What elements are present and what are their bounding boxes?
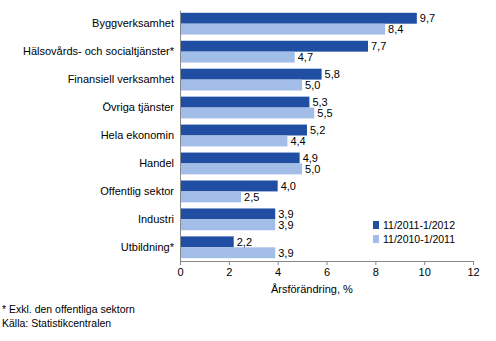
bar [180, 136, 287, 147]
tick: Industri [138, 213, 180, 225]
tick-mark [229, 261, 230, 265]
data-label: 5,5 [317, 107, 332, 119]
tick-label: Finansiell verksamhet [68, 73, 174, 85]
tick-mark [180, 261, 181, 265]
tick-label: Hela ekonomin [101, 129, 174, 141]
bar [180, 24, 385, 35]
legend-swatch [373, 221, 379, 229]
tick-mark [375, 261, 376, 265]
x-axis: 0 2 4 6 8 10 12 [177, 261, 479, 278]
annotation: * Exkl. den offentliga sektorn [2, 303, 135, 315]
tick: Byggverksamhet [92, 17, 180, 29]
data-label: 3,9 [278, 219, 293, 231]
tick-label: 2 [226, 266, 232, 278]
annotation: Källa: Statistikcentralen [2, 317, 111, 329]
data-label: 5,0 [305, 163, 320, 175]
bar [180, 247, 275, 258]
tick: Hela ekonomin [101, 129, 180, 141]
tick-label: Byggverksamhet [92, 17, 174, 29]
plot: 9,77,75,85,35,24,94,03,92,28,44,75,05,54… [23, 11, 480, 278]
tick: 10 [419, 261, 431, 278]
tick-label: 10 [419, 266, 431, 278]
bar [180, 208, 275, 219]
data-label: 3,9 [278, 247, 293, 259]
bar [180, 125, 307, 136]
legend-swatch [373, 235, 379, 243]
legend: 11/2011-1/2012 11/2010-1/2011 [373, 219, 455, 245]
bar [180, 108, 314, 119]
bars [180, 13, 417, 258]
bar [180, 69, 322, 80]
tick: 6 [324, 261, 330, 278]
tick: 8 [373, 261, 379, 278]
bar [180, 191, 241, 202]
axis-line [181, 262, 474, 266]
tick-label: Offentlig sektor [100, 185, 174, 197]
tick-mark [473, 261, 474, 265]
axis-line [180, 11, 181, 262]
tick: Hälsovårds- och socialtjänster* [23, 45, 180, 57]
legend-label: 11/2010-1/2011 [383, 233, 455, 245]
chart: 9,77,75,85,35,24,94,03,92,28,44,75,05,54… [0, 0, 496, 341]
bar [180, 163, 302, 174]
data-label: 5,0 [305, 79, 320, 91]
bar [180, 219, 275, 230]
x-axis-label: Årsförändring, % [271, 283, 353, 295]
tick-label: Industri [138, 213, 174, 225]
tick-label: 4 [275, 266, 281, 278]
tick-label: 12 [467, 266, 479, 278]
tick-label: 8 [373, 266, 379, 278]
tick: Utbildning* [121, 241, 180, 253]
tick-mark [327, 261, 328, 265]
bar [180, 41, 368, 52]
tick-mark [424, 261, 425, 265]
tick: 2 [226, 261, 232, 278]
tick: 12 [467, 261, 479, 278]
data-label: 9,7 [420, 12, 435, 24]
tick: 4 [275, 261, 281, 278]
tick-label: 0 [177, 266, 183, 278]
data-label: 5,8 [325, 68, 340, 80]
tick: Övriga tjänster [102, 101, 180, 113]
bar [180, 153, 300, 164]
tick: 0 [177, 261, 183, 278]
y-axis: Byggverksamhet Hälsovårds- och socialtjän… [23, 11, 181, 262]
tick-label: 6 [324, 266, 330, 278]
bar [180, 52, 295, 63]
tick-label: Utbildning* [121, 241, 175, 253]
tick-label: Övriga tjänster [102, 101, 174, 113]
data-label: 4,7 [298, 51, 313, 63]
tick-label: Hälsovårds- och socialtjänster* [23, 45, 175, 57]
tick: Offentlig sektor [100, 185, 180, 197]
data-label: 4,4 [290, 135, 305, 147]
bar [180, 181, 278, 192]
data-label: 5,2 [310, 124, 325, 136]
data-label: 2,2 [237, 236, 252, 248]
tick-mark [278, 261, 279, 265]
tick: Handel [139, 157, 180, 169]
data-label: 7,7 [371, 40, 386, 52]
data-label: 2,5 [244, 191, 259, 203]
data-label: 8,4 [388, 23, 403, 35]
data-label: 4,0 [281, 180, 296, 192]
legend-label: 11/2011-1/2012 [383, 219, 455, 231]
tick: Finansiell verksamhet [68, 73, 180, 85]
bar [180, 13, 417, 24]
tick-label: Handel [139, 157, 174, 169]
bar [180, 80, 302, 91]
bar [180, 236, 234, 247]
bar [180, 97, 309, 108]
